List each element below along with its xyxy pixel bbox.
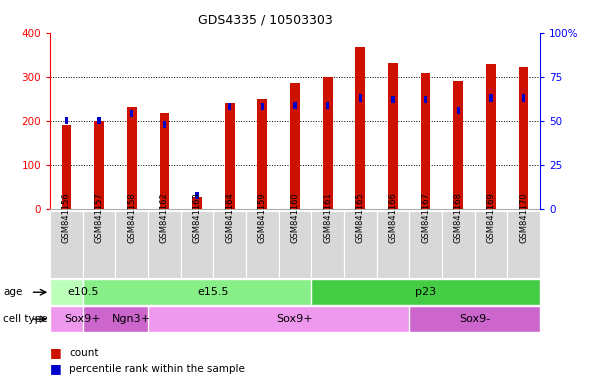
- Bar: [97, 118, 101, 124]
- Bar: [65, 118, 68, 124]
- Text: Sox9-: Sox9-: [459, 314, 490, 324]
- Bar: [181, 211, 214, 278]
- Text: GSM841165: GSM841165: [356, 193, 365, 243]
- Bar: [83, 279, 344, 305]
- Bar: [326, 101, 329, 109]
- Bar: [312, 279, 540, 305]
- Text: GSM841170: GSM841170: [519, 193, 528, 243]
- Bar: [214, 211, 246, 278]
- Bar: [228, 103, 231, 110]
- Bar: [278, 211, 312, 278]
- Bar: [409, 211, 442, 278]
- Bar: [50, 279, 116, 305]
- Bar: [130, 110, 133, 118]
- Text: GSM841159: GSM841159: [258, 193, 267, 243]
- Bar: [83, 211, 116, 278]
- Bar: [457, 107, 460, 114]
- Bar: [355, 47, 365, 209]
- Bar: [293, 101, 297, 109]
- Text: ■: ■: [50, 362, 62, 375]
- Bar: [192, 197, 202, 209]
- Bar: [486, 64, 496, 209]
- Bar: [507, 211, 540, 278]
- Bar: [148, 211, 181, 278]
- Text: GSM841160: GSM841160: [290, 193, 300, 243]
- Text: GSM841156: GSM841156: [62, 193, 71, 243]
- Text: GSM841162: GSM841162: [160, 193, 169, 243]
- Text: count: count: [69, 348, 99, 358]
- Bar: [94, 121, 104, 209]
- Text: p23: p23: [415, 287, 436, 297]
- Bar: [388, 63, 398, 209]
- Text: cell type: cell type: [3, 314, 48, 324]
- Bar: [522, 94, 525, 101]
- Bar: [127, 107, 137, 209]
- Text: GSM841166: GSM841166: [388, 193, 398, 243]
- Text: e10.5: e10.5: [67, 287, 99, 297]
- Text: age: age: [3, 287, 22, 297]
- Text: GSM841164: GSM841164: [225, 193, 234, 243]
- Bar: [257, 99, 267, 209]
- Bar: [61, 125, 71, 209]
- Bar: [163, 121, 166, 128]
- Text: Ngn3+: Ngn3+: [112, 314, 151, 324]
- Bar: [489, 94, 493, 101]
- Text: e15.5: e15.5: [198, 287, 229, 297]
- Bar: [50, 211, 83, 278]
- Bar: [391, 96, 395, 103]
- Bar: [148, 306, 442, 332]
- Bar: [474, 211, 507, 278]
- Bar: [290, 83, 300, 209]
- Text: Sox9+: Sox9+: [64, 314, 101, 324]
- Bar: [312, 211, 344, 278]
- Bar: [519, 67, 529, 209]
- Text: GSM841168: GSM841168: [454, 193, 463, 243]
- Bar: [453, 81, 463, 209]
- Bar: [421, 73, 431, 209]
- Text: GSM841157: GSM841157: [94, 193, 104, 243]
- Bar: [424, 96, 427, 103]
- Bar: [246, 211, 278, 278]
- Text: GSM841167: GSM841167: [421, 193, 430, 243]
- Bar: [376, 211, 409, 278]
- Text: percentile rank within the sample: percentile rank within the sample: [69, 364, 245, 374]
- Text: ■: ■: [50, 346, 62, 359]
- Bar: [442, 211, 474, 278]
- Bar: [195, 192, 199, 199]
- Text: GDS4335 / 10503303: GDS4335 / 10503303: [198, 13, 333, 26]
- Bar: [225, 103, 235, 209]
- Text: GSM841169: GSM841169: [486, 193, 496, 243]
- Bar: [159, 113, 169, 209]
- Text: GSM841163: GSM841163: [192, 193, 202, 243]
- Bar: [261, 103, 264, 110]
- Bar: [344, 211, 376, 278]
- Bar: [50, 306, 116, 332]
- Bar: [116, 211, 148, 278]
- Text: Sox9+: Sox9+: [277, 314, 313, 324]
- Bar: [83, 306, 181, 332]
- Bar: [359, 94, 362, 101]
- Bar: [323, 77, 333, 209]
- Text: GSM841161: GSM841161: [323, 193, 332, 243]
- Bar: [409, 306, 540, 332]
- Text: GSM841158: GSM841158: [127, 193, 136, 243]
